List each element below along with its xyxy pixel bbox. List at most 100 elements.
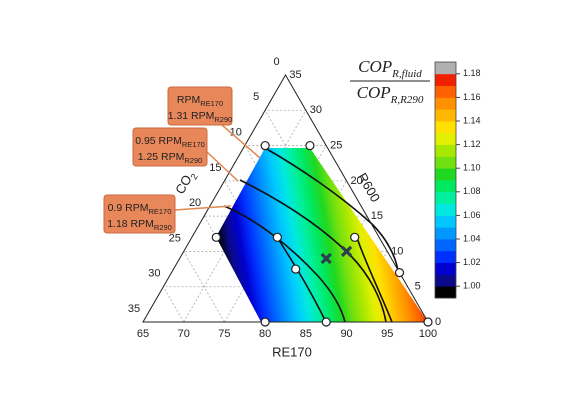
colorbar-band: [435, 73, 456, 86]
numerator: COPR,fluid: [358, 57, 422, 80]
t: COP: [358, 57, 392, 76]
annotation-line: 1.18 RPMR290: [107, 218, 172, 233]
right-tick-label: 15: [371, 210, 383, 222]
colorbar-band: [435, 239, 456, 252]
grid-line: [183, 251, 225, 323]
colorbar-band: [435, 227, 456, 240]
right-axis-label: R600: [355, 170, 384, 204]
colorbar-tick-label: 1.06: [463, 210, 481, 220]
left-tick-label: 5: [253, 91, 259, 103]
annotation-line: 0.9 RPMRE170: [108, 202, 172, 217]
colorbar-band: [435, 121, 456, 134]
sub: R290: [214, 115, 232, 124]
sub: RE170: [200, 99, 223, 108]
right-tick-label: 30: [310, 104, 322, 116]
colorbar-tick-label: 1.12: [463, 139, 481, 149]
colorbar-band: [435, 62, 456, 75]
t: RPM: [177, 94, 200, 106]
colorbar-frame: [434, 61, 457, 299]
colorbar-band: [435, 262, 456, 275]
points: [211, 140, 433, 327]
colorbar-band: [435, 85, 456, 98]
contour-field: [216, 148, 428, 322]
cross-point: [340, 245, 353, 258]
colorbar-tick-label: 1.08: [463, 186, 481, 196]
bottom-tick-label: 85: [300, 328, 312, 340]
data-point: [291, 264, 301, 274]
t: 1.31 RPM: [168, 110, 215, 122]
sub: RE170: [148, 207, 171, 216]
annotation-box: [103, 194, 176, 234]
annotation-line: 1.25 RPMR290: [138, 151, 203, 166]
bottom-axis-label: RE170: [272, 344, 312, 359]
annotation-line: RPMRE170: [177, 94, 223, 109]
arrow: [221, 124, 261, 159]
iso-line: [355, 234, 393, 323]
left-tick-label: 10: [230, 126, 242, 138]
annotation-box: [167, 86, 233, 126]
colorbar-tick-label: 1.04: [463, 233, 481, 243]
colorbar-band: [435, 97, 456, 110]
sub: R290: [184, 156, 202, 165]
colorbar-tick-label: 1.00: [463, 281, 481, 291]
annotation-line: 1.31 RPMR290: [168, 110, 233, 125]
data-point: [394, 268, 405, 278]
bottom-tick-label: 100: [419, 328, 437, 340]
colorbar-band: [435, 191, 456, 204]
sub: R,R290: [390, 94, 424, 106]
colorbar-band: [435, 168, 456, 181]
left-tick-label: 0: [273, 56, 279, 68]
colorbar-band: [435, 144, 456, 157]
data-point: [260, 317, 270, 327]
bottom-tick-label: 70: [178, 328, 190, 340]
data-point: [305, 140, 315, 151]
left-tick-label: 20: [189, 197, 201, 209]
data-point: [260, 140, 270, 151]
cross-point: [320, 252, 332, 265]
sub: R290: [154, 223, 172, 232]
colorbar-band: [435, 203, 456, 216]
left-tick-label: 25: [169, 232, 181, 244]
colorbar-title: COPR,fluid COPR,R290: [350, 57, 430, 106]
data-point: [272, 232, 282, 242]
colorbar-tick-label: 1.16: [463, 92, 481, 102]
colorbar-tick-label: 1.18: [463, 68, 481, 78]
data-point: [321, 317, 331, 327]
arrow: [206, 151, 239, 182]
colorbar: 1.00 1.02 1.04 1.06 1.08 1.10 1.12 1.14 1.16 1.18: [434, 61, 481, 299]
grid-line: [163, 286, 185, 323]
left-tick-label: 35: [128, 303, 140, 315]
right-tick-label: 10: [391, 245, 403, 257]
sub: RE170: [182, 140, 205, 149]
annotation-line: 0.95 RPMRE170: [135, 135, 205, 150]
data-point: [350, 232, 360, 242]
bottom-tick-label: 80: [259, 328, 271, 340]
t: 1.25 RPM: [138, 151, 185, 163]
bottom-tick-label: 75: [218, 328, 230, 340]
right-tick-label: 20: [350, 175, 362, 187]
colorbar-band: [435, 132, 456, 145]
t: COP: [357, 83, 391, 102]
left-tick-label: 15: [209, 162, 221, 174]
t: 0.95 RPM: [135, 135, 182, 147]
bottom-tick-label: 95: [381, 328, 393, 340]
colorbar-band: [435, 274, 456, 287]
bottom-tick-label: 90: [340, 328, 352, 340]
left-tick-label: 30: [148, 268, 160, 280]
right-tick-label: 5: [415, 281, 421, 293]
left-axis-label: CO2: [172, 168, 200, 198]
colorbar-band: [435, 250, 456, 263]
arrows: [174, 124, 261, 211]
colorbar-band: [435, 156, 456, 169]
annotations: RPMRE170 1.31 RPMR290 0.95 RPMRE170 1.25…: [103, 86, 261, 234]
colorbar-tick-label: 1.14: [463, 115, 481, 125]
t: 0.9 RPM: [108, 202, 149, 214]
arrow: [174, 205, 232, 211]
iso-line: [264, 147, 399, 272]
data-point: [211, 232, 221, 242]
triangle-frame: [142, 73, 429, 323]
right-tick-label: 25: [330, 139, 342, 151]
colorbar-band: [435, 109, 456, 122]
right-tick-label: 35: [289, 69, 301, 81]
